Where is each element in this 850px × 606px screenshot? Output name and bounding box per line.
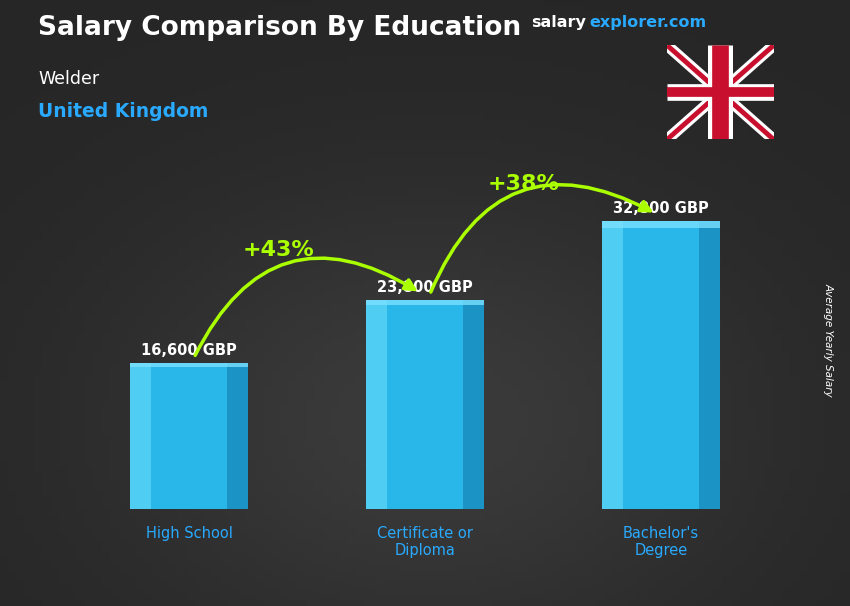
Bar (366, 300, 484, 305)
Bar (699, 221, 720, 509)
Bar (366, 300, 484, 509)
Text: salary: salary (531, 15, 586, 30)
Bar (130, 363, 248, 509)
Bar (462, 300, 484, 509)
Text: 16,600 GBP: 16,600 GBP (141, 343, 237, 358)
Bar (366, 300, 388, 509)
Text: 23,800 GBP: 23,800 GBP (377, 279, 473, 295)
Bar (227, 363, 248, 509)
Text: +43%: +43% (243, 240, 314, 260)
Bar (130, 363, 151, 509)
Text: Salary Comparison By Education: Salary Comparison By Education (38, 15, 521, 41)
Text: Welder: Welder (38, 70, 99, 88)
Bar (130, 363, 248, 367)
Text: 32,800 GBP: 32,800 GBP (613, 201, 709, 216)
Bar (602, 221, 720, 228)
Text: Average Yearly Salary: Average Yearly Salary (824, 282, 834, 396)
Text: explorer.com: explorer.com (589, 15, 706, 30)
Text: +38%: +38% (488, 174, 560, 194)
Text: United Kingdom: United Kingdom (38, 102, 208, 121)
Bar (602, 221, 623, 509)
Bar (602, 221, 720, 509)
